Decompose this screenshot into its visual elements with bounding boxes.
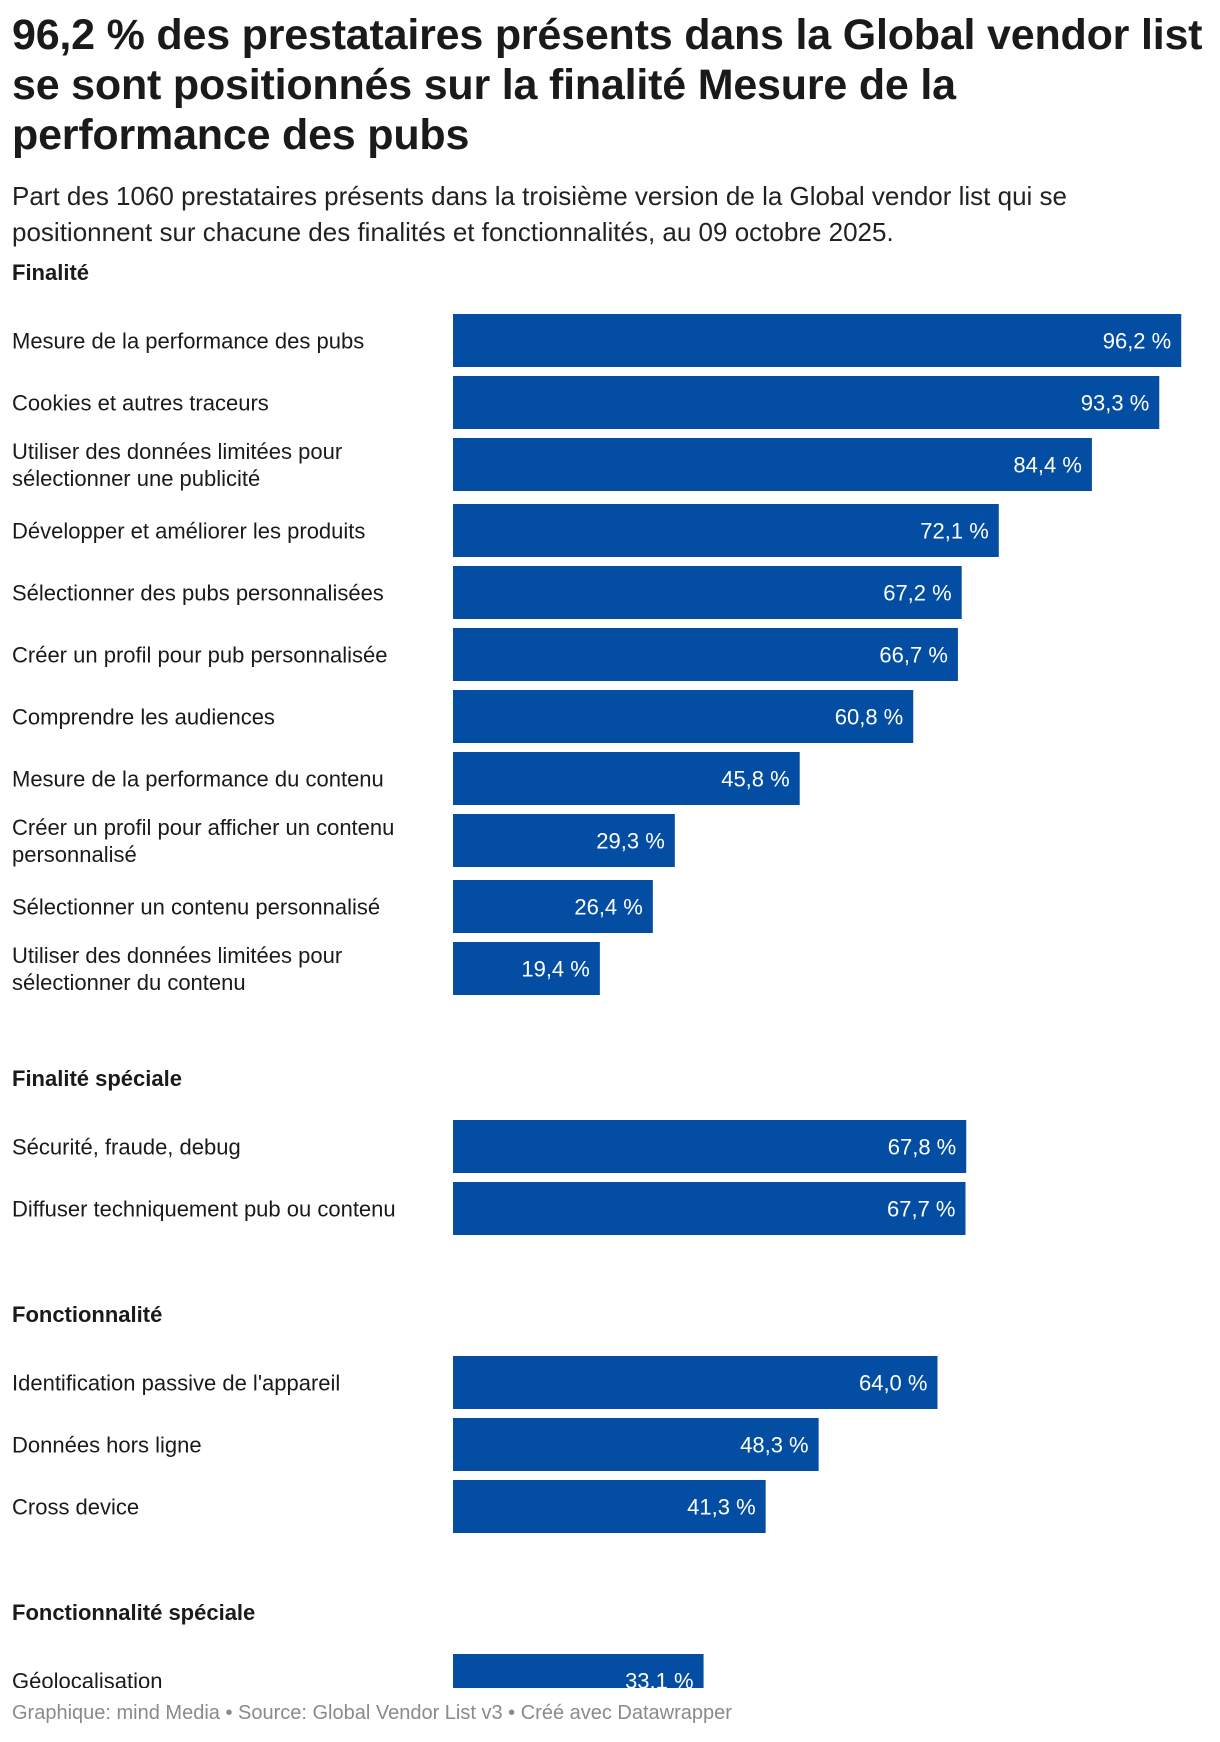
chart-footer: Graphique: mind Media • Source: Global V… (12, 1702, 732, 1724)
group-header: Finalité spéciale (12, 1066, 182, 1091)
category-label: Cross device (12, 1495, 139, 1520)
bar (453, 504, 999, 557)
category-label: Utiliser des données limitées pour sélect… (12, 943, 342, 995)
bar-value-label: 48,3 % (740, 1433, 809, 1458)
bar (453, 690, 914, 743)
category-label: Données hors ligne (12, 1433, 202, 1458)
bar (453, 880, 653, 933)
category-label: Comprendre les audiences (12, 705, 275, 730)
bar-value-label: 67,8 % (888, 1135, 957, 1160)
chart-subtitle: Part des 1060 prestataires présents dans… (12, 181, 1068, 247)
bar-value-label: 84,4 % (1013, 453, 1082, 478)
bar (453, 314, 1182, 367)
bar-value-label: 67,7 % (887, 1197, 956, 1222)
category-label: Cookies et autres traceurs (12, 391, 269, 416)
group-header: Fonctionnalité (12, 1302, 162, 1327)
bar-value-label: 67,2 % (883, 581, 952, 606)
bar-value-label: 60,8 % (835, 705, 904, 730)
bar-value-label: 64,0 % (859, 1371, 928, 1396)
category-label: Identification passive de l'appareil (12, 1371, 340, 1396)
bar (453, 752, 800, 805)
bar-value-label: 96,2 % (1103, 329, 1172, 354)
group-header: Finalité (12, 260, 89, 285)
category-label: Mesure de la performance du contenu (12, 767, 384, 792)
group-header: Fonctionnalité spéciale (12, 1600, 255, 1625)
bar-value-label: 93,3 % (1081, 391, 1150, 416)
bar-value-label: 45,8 % (721, 767, 790, 792)
bar (453, 1182, 966, 1235)
category-label: Sécurité, fraude, debug (12, 1135, 241, 1160)
bar-value-label: 29,3 % (596, 829, 665, 854)
category-label: Utiliser des données limitées pour sélect… (12, 439, 342, 491)
category-label: Sélectionner des pubs personnalisées (12, 581, 384, 606)
bar (453, 566, 962, 619)
chart-title: 96,2 % des prestataires présents dans la… (12, 11, 1203, 159)
category-label: Géolocalisation (12, 1669, 162, 1689)
bar-value-label: 41,3 % (687, 1495, 756, 1520)
bar-chart: Finalité 96,2 % Mesure de la performance d… (12, 260, 1182, 1689)
category-label: Créer un profil pour afficher un contenu… (12, 815, 394, 867)
bar (453, 376, 1160, 429)
bar (453, 1480, 766, 1533)
category-label: Développer et améliorer les produits (12, 519, 365, 544)
category-label: Diffuser techniquement pub ou contenu (12, 1197, 396, 1222)
category-label: Sélectionner un contenu personnalisé (12, 895, 380, 920)
bar (453, 438, 1092, 491)
bar (453, 628, 958, 681)
bar (453, 1654, 704, 1688)
category-label: Créer un profil pour pub personnalisée (12, 643, 387, 668)
bar (453, 814, 675, 867)
bar (453, 1120, 967, 1173)
category-label: Mesure de la performance des pubs (12, 329, 364, 354)
bar-value-label: 19,4 % (521, 957, 590, 982)
bar-value-label: 66,7 % (879, 643, 948, 668)
bar (453, 1418, 819, 1471)
bar-value-label: 26,4 % (574, 895, 643, 920)
bar-value-label: 72,1 % (920, 519, 989, 544)
bar-value-label: 33,1 % (625, 1669, 694, 1689)
bar (453, 1356, 938, 1409)
bar (453, 942, 600, 995)
